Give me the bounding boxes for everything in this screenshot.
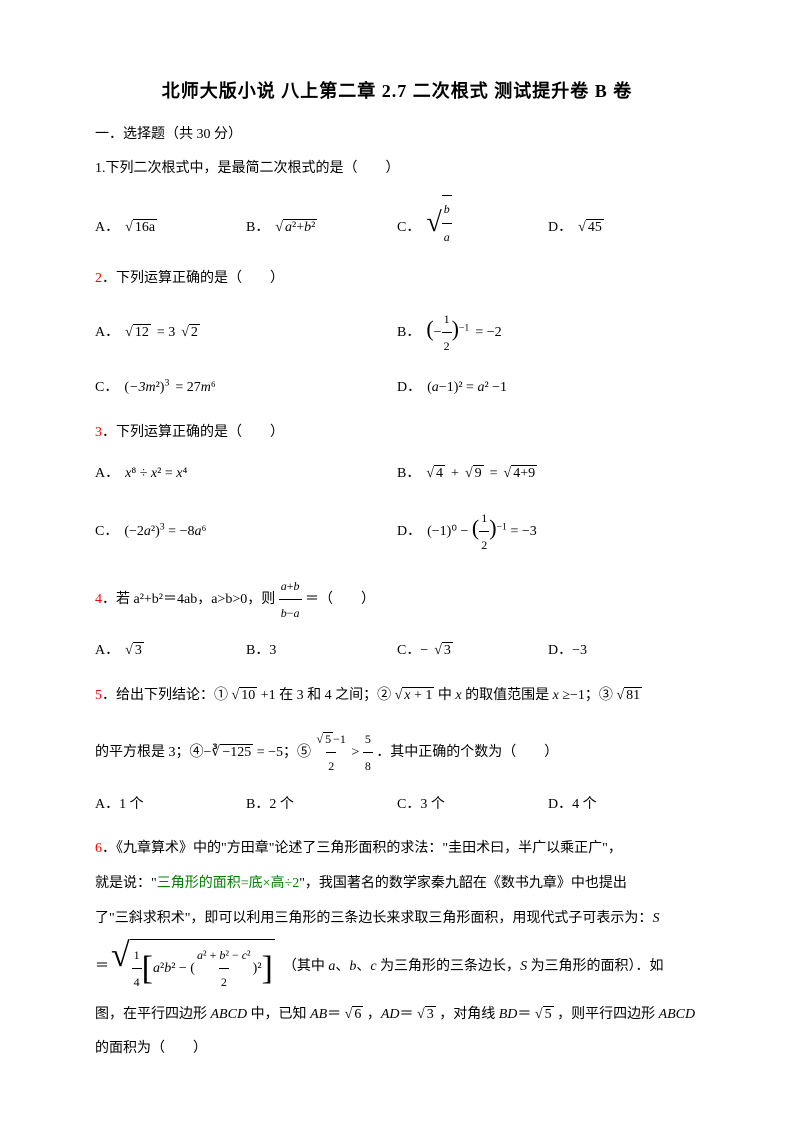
q1-options: A． 16a B． a²+b² C． √ ba D． 45 xyxy=(95,195,699,250)
cbrt-icon: −125 xyxy=(211,738,253,769)
q6-line2: 就是说："三角形的面积=底×高÷2"，我国著名的数学家秦九韶在《数书九章》中也提… xyxy=(95,869,699,900)
q2-row1: A． 12 = 32 B． (−12)−1 = −2 xyxy=(95,305,699,360)
sqrt-icon: 81 xyxy=(616,681,642,712)
q4-opt-a: A． 3 xyxy=(95,636,246,667)
sqrt-icon: 45 xyxy=(578,213,604,244)
q4-opt-d: D．−3 xyxy=(548,636,699,667)
sqrt-icon: 3 xyxy=(125,636,144,667)
q5-opt-a: A．1 个 xyxy=(95,790,246,821)
sqrt-icon: a²+b² xyxy=(275,213,317,244)
q6-line5: 图，在平行四边形 ABCD 中，已知 AB＝ 6 ，AD＝ 3 ，对角线 BD＝… xyxy=(95,1000,699,1031)
q1-opt-a: A． 16a xyxy=(95,213,246,244)
sqrt-frac-icon: √ ba xyxy=(426,195,451,250)
q5-opt-c: C．3 个 xyxy=(397,790,548,821)
sqrt-icon: 4+9 xyxy=(504,459,538,490)
sqrt-icon: 5 xyxy=(317,726,334,752)
q1-opt-b: B． a²+b² xyxy=(246,213,397,244)
sqrt-icon: 12 xyxy=(125,318,151,349)
q4-options: A． 3 B．3 C．− 3 D．−3 xyxy=(95,636,699,667)
q1-opt-c: C． √ ba xyxy=(397,195,548,250)
q1-opt-d: D． 45 xyxy=(548,213,699,244)
q4-opt-b: B．3 xyxy=(246,636,397,667)
q5-opt-b: B．2 个 xyxy=(246,790,397,821)
q6-formula: ＝ √ 14 [ a²b² − (a² + b² − c²2)² ] （其中 a… xyxy=(95,939,699,996)
q2-opt-a: A． 12 = 32 xyxy=(95,318,397,349)
document-title: 北师大版小说 八上第二章 2.7 二次根式 测试提升卷 B 卷 xyxy=(95,72,699,112)
sqrt-icon: 5 xyxy=(535,1000,554,1031)
q3-opt-b: B． 4 + 9 = 4+9 xyxy=(397,459,699,490)
q5-line2: 的平方根是 3；④−−125 = −5；⑤ 5−12 > 58 ．其中正确的个数… xyxy=(95,726,699,780)
q1-text: 1.下列二次根式中，是最简二次根式的是（ ） xyxy=(95,154,699,185)
q6-line1: 6．《九章算术》中的"方田章"论述了三角形面积的求法："圭田术曰，半广以乘正广"… xyxy=(95,834,699,865)
q4-opt-c: C．− 3 xyxy=(397,636,548,667)
q3-row2: C． (−2a²)3 = −8a⁶ D． (−1)⁰ − (12)−1 = −3 xyxy=(95,504,699,559)
q3-row1: A． x⁸ ÷ x² = x⁴ B． 4 + 9 = 4+9 xyxy=(95,459,699,490)
sqrt-icon: 3 xyxy=(434,636,453,667)
q3-text: 3．下列运算正确的是（ ） xyxy=(95,418,699,449)
q3-opt-c: C． (−2a²)3 = −8a⁶ xyxy=(95,517,397,548)
big-sqrt-icon: √ 14 [ a²b² − (a² + b² − c²2)² ] xyxy=(111,939,275,996)
sqrt-icon: x + 1 xyxy=(395,681,435,712)
q3-opt-a: A． x⁸ ÷ x² = x⁴ xyxy=(95,459,397,490)
q4-text: 4．若 a²+b²＝4ab，a>b>0，则 a+bb−a ＝（ ） xyxy=(95,573,699,627)
q5-line1: 5．给出下列结论：① 10 +1 在 3 和 4 之间；② x + 1 中 x … xyxy=(95,681,699,712)
q5-options: A．1 个 B．2 个 C．3 个 D．4 个 xyxy=(95,790,699,821)
sqrt-icon: 2 xyxy=(181,318,200,349)
sqrt-icon: 9 xyxy=(465,459,484,490)
page-content: 北师大版小说 八上第二章 2.7 二次根式 测试提升卷 B 卷 一．选择题（共 … xyxy=(0,0,794,1065)
q3-opt-d: D． (−1)⁰ − (12)−1 = −3 xyxy=(397,504,699,559)
sqrt-icon: 4 xyxy=(426,459,445,490)
q2-text: 2．下列运算正确的是（ ） xyxy=(95,264,699,295)
q2-opt-d: D． (a−1)² = a² −1 xyxy=(397,373,699,404)
sqrt-icon: 10 xyxy=(232,681,258,712)
q6-line6: 的面积为（ ） xyxy=(95,1034,699,1065)
q6-line3: 了"三斜求积术"，即可以利用三角形的三条边长来求取三角形面积，用现代式子可表示为… xyxy=(95,904,699,935)
q2-opt-b: B． (−12)−1 = −2 xyxy=(397,305,699,360)
q2-row2: C． (−3m²)3 = 27m⁶ D． (a−1)² = a² −1 xyxy=(95,373,699,404)
section-heading: 一．选择题（共 30 分） xyxy=(95,120,699,151)
sqrt-icon: 3 xyxy=(417,1000,436,1031)
sqrt-icon: 6 xyxy=(345,1000,364,1031)
q2-opt-c: C． (−3m²)3 = 27m⁶ xyxy=(95,373,397,404)
sqrt-icon: 16a xyxy=(125,213,157,244)
q5-opt-d: D．4 个 xyxy=(548,790,699,821)
